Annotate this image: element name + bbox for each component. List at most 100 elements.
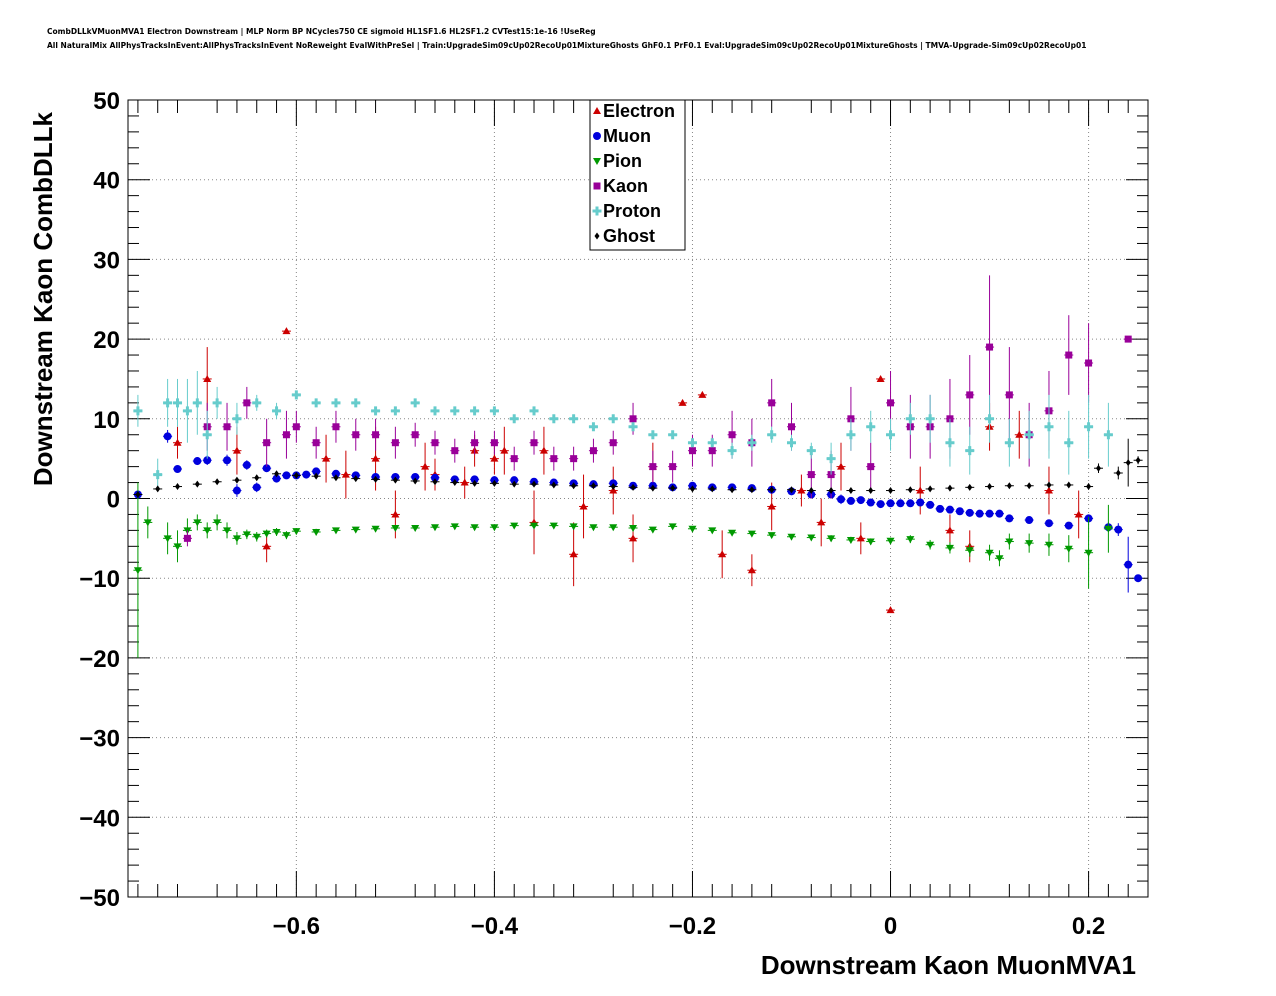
- muon-point: [411, 472, 420, 481]
- pion-point: [926, 541, 935, 549]
- proton-point: [767, 430, 777, 440]
- proton-point: [628, 422, 638, 432]
- ghost-point: [412, 477, 418, 485]
- legend-marker-ghost: [594, 232, 600, 240]
- muon-point: [866, 498, 875, 507]
- pion-point: [1104, 525, 1113, 533]
- muon-point: [1124, 560, 1133, 569]
- pion-point: [490, 524, 499, 532]
- proton-point: [291, 390, 301, 400]
- y-tick-label: 30: [93, 247, 120, 274]
- electron-point: [1015, 430, 1024, 438]
- pion-point: [1044, 541, 1053, 549]
- kaon-point: [1005, 391, 1013, 399]
- electron-point: [945, 526, 954, 534]
- legend-label-kaon: Kaon: [603, 176, 648, 196]
- x-tick-label: −0.4: [471, 913, 519, 940]
- electron-point: [579, 502, 588, 510]
- pion-point: [985, 549, 994, 557]
- muon-point: [876, 500, 885, 509]
- proton-point: [965, 446, 975, 456]
- pion-point: [203, 527, 212, 535]
- pion-point: [252, 533, 261, 541]
- muon-point: [995, 509, 1004, 518]
- ghost-point: [333, 474, 339, 482]
- pion-point: [1084, 549, 1093, 557]
- muon-point: [837, 495, 846, 504]
- proton-point: [311, 398, 321, 408]
- muon-point: [856, 496, 865, 505]
- ghost-point: [987, 483, 993, 491]
- kaon-point: [688, 447, 696, 455]
- electron-point: [460, 478, 469, 486]
- kaon-point: [352, 431, 360, 439]
- proton-point: [1103, 430, 1113, 440]
- ghost-point: [511, 480, 517, 488]
- kaon-point: [263, 439, 271, 447]
- muon-point: [1025, 516, 1034, 525]
- pion-point: [629, 524, 638, 532]
- kaon-point: [787, 423, 795, 431]
- pion-point: [945, 544, 954, 552]
- series-kaon: [182, 275, 1133, 547]
- pion-point: [282, 532, 291, 540]
- legend-label-proton: Proton: [603, 201, 661, 221]
- kaon-point: [391, 439, 399, 447]
- electron-point: [718, 550, 727, 558]
- y-tick-label: 20: [93, 327, 120, 354]
- series-electron: [173, 327, 1084, 614]
- legend-label-ghost: Ghost: [603, 226, 655, 246]
- muon-point: [846, 496, 855, 505]
- pion-point: [549, 522, 558, 530]
- proton-point: [232, 414, 242, 424]
- electron-point: [817, 518, 826, 526]
- muon-point: [975, 509, 984, 518]
- ghost-point: [452, 479, 458, 487]
- muon-point: [955, 507, 964, 516]
- series-proton: [133, 370, 1113, 491]
- electron-point: [203, 374, 212, 382]
- data-points: [133, 275, 1143, 658]
- electron-point: [391, 510, 400, 518]
- proton-point: [905, 414, 915, 424]
- ghost-point: [868, 487, 874, 495]
- ghost-point: [1125, 459, 1131, 467]
- proton-point: [648, 430, 658, 440]
- kaon-point: [1085, 359, 1093, 367]
- kaon-point: [609, 439, 617, 447]
- kaon-point: [669, 463, 677, 471]
- pion-point: [262, 530, 271, 538]
- electron-point: [837, 462, 846, 470]
- muon-point: [193, 457, 202, 466]
- proton-point: [212, 398, 222, 408]
- proton-point: [182, 406, 192, 416]
- ghost-point: [788, 486, 794, 494]
- muon-point: [1064, 521, 1073, 530]
- proton-point: [707, 438, 717, 448]
- ghost-point: [551, 481, 557, 489]
- pion-point: [846, 536, 855, 544]
- pion-point: [312, 528, 321, 536]
- x-tick-label: −0.2: [669, 913, 716, 940]
- kaon-point: [431, 439, 439, 447]
- proton-point: [569, 414, 579, 424]
- ghost-point: [194, 480, 200, 488]
- kaon-point: [649, 463, 657, 471]
- muon-point: [896, 499, 905, 508]
- pion-point: [213, 519, 222, 527]
- legend-marker-muon: [593, 132, 601, 140]
- proton-point: [163, 398, 173, 408]
- legend-marker-electron: [593, 107, 601, 114]
- ghost-point: [254, 474, 260, 482]
- muon-point: [926, 500, 935, 509]
- ghost-point: [888, 487, 894, 495]
- muon-point: [282, 471, 291, 480]
- electron-point: [262, 542, 271, 550]
- legend-label-muon: Muon: [603, 126, 651, 146]
- x-tick-label: −0.6: [273, 913, 320, 940]
- pion-point: [995, 555, 1004, 563]
- series-ghost: [133, 438, 1143, 499]
- proton-point: [786, 438, 796, 448]
- ghost-point: [808, 487, 814, 495]
